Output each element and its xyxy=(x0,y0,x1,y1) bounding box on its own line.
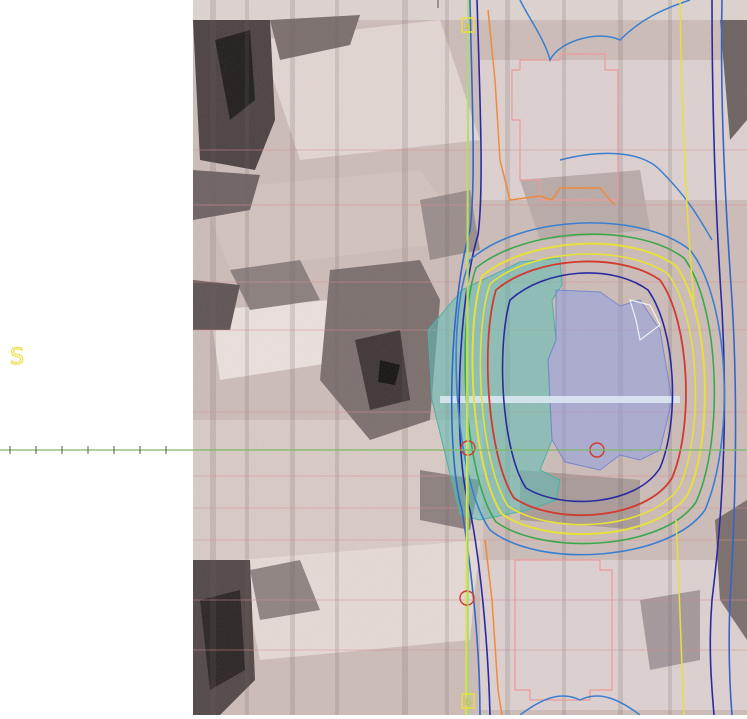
isodose-ring-2 xyxy=(464,233,716,545)
left-margin xyxy=(0,0,193,715)
isodose-blue-top xyxy=(519,0,713,241)
top-marker-box[interactable] xyxy=(461,17,475,33)
ct-image xyxy=(193,0,747,715)
isodose-blue-bottom xyxy=(519,695,641,715)
target-structure-blue xyxy=(547,289,673,471)
bottom-marker-label: b xyxy=(465,697,471,708)
isodose-ring-4 xyxy=(479,253,697,526)
contour-light xyxy=(629,299,661,342)
orientation-label: S xyxy=(10,345,24,370)
contour-orange-lower xyxy=(484,539,503,715)
contour-orange xyxy=(487,9,616,206)
ruler-ticks xyxy=(9,0,439,454)
isodose-ring-3 xyxy=(471,242,706,536)
contour-pink-bottom xyxy=(514,559,613,701)
top-marker-label: a xyxy=(465,21,471,32)
marker-circle-3[interactable] xyxy=(459,590,475,606)
isodose-ring-1 xyxy=(455,222,726,556)
isodose-ring-navy xyxy=(501,272,674,503)
artifact-band xyxy=(440,396,680,403)
bottom-marker-box[interactable] xyxy=(461,693,475,709)
isodose-ring-red xyxy=(486,260,687,517)
contour-pink-top xyxy=(511,53,619,201)
